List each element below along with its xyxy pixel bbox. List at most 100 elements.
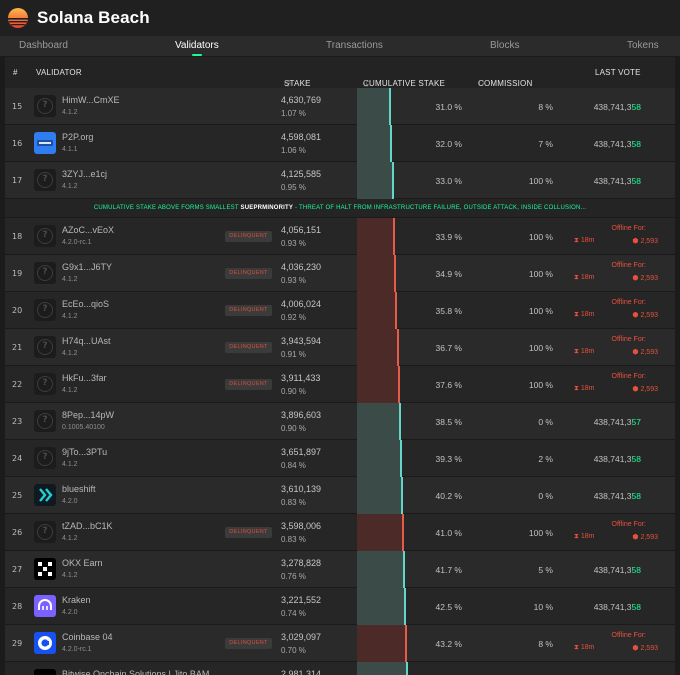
validator-name-link[interactable]: G9x1...J6TY [62, 262, 113, 272]
offline-slots: ⬢ 2,593 [632, 274, 658, 282]
avatar[interactable]: ? [34, 225, 56, 247]
last-vote-slot: 438,741,358 [594, 602, 641, 612]
stake-percent: 0.95 % [281, 183, 306, 192]
validator-name-link[interactable]: Coinbase 04 [62, 632, 113, 642]
stake-amount: 3,029,097 [281, 632, 322, 642]
cumulative-stake-bar [357, 162, 394, 199]
table-row[interactable]: 29 Coinbase 04 4.2.0-rc.1 DELINQUENT 3,029,0… [5, 625, 675, 662]
last-vote-slot: 438,741,358 [594, 491, 641, 501]
table-row[interactable]: 17? 3ZYJ...e1cj 4.1.2 4,125,585 0.95 % 33.0 %… [5, 162, 675, 199]
offline-status: Offline For: ⧗ 18m ⬢ 2,593 [574, 631, 658, 657]
avatar[interactable]: ? [34, 169, 56, 191]
stake-amount: 3,278,828 [281, 558, 322, 568]
offline-time-value: 18m [580, 385, 595, 392]
validator-name-link[interactable]: H74q...UAst [62, 336, 111, 346]
coinbase-logo-icon[interactable] [34, 632, 56, 654]
validator-version: 4.2.0 [62, 498, 78, 505]
table-row[interactable]: 27 OKX Earn 4.1.2 3,278,828 0.76 % 41.7 % 5 % 4… [5, 551, 675, 588]
okx-logo-icon[interactable] [34, 558, 56, 580]
header-validator[interactable]: VALIDATOR [36, 68, 82, 77]
validator-name-link[interactable]: EcEo...qioS [62, 299, 110, 309]
bitwise-logo-icon[interactable] [34, 669, 56, 675]
question-mark-icon: ? [37, 265, 53, 281]
app-title[interactable]: Solana Beach [37, 8, 150, 27]
table-row[interactable]: 23? 8Pep...14pW 0.1005.40100 3,896,603 0.90 … [5, 403, 675, 440]
validator-name-link[interactable]: tZAD...bC1K [62, 521, 113, 531]
table-row[interactable]: 26? tZAD...bC1K 4.1.2 DELINQUENT 3,598,006 0.… [5, 514, 675, 551]
offline-slots-value: 2,593 [640, 349, 658, 356]
offline-slots-value: 2,593 [640, 238, 658, 245]
validator-name-link[interactable]: Bitwise Onchain Solutions | Jito BAM [62, 669, 210, 675]
cumulative-stake-bar [357, 88, 391, 125]
table-row[interactable]: 22? HkFu...3far 4.1.2 DELINQUENT 3,911,433 0.… [5, 366, 675, 403]
row-rank: 18 [12, 232, 23, 241]
validators-table: # VALIDATOR STAKE ⓘ ↑↓ CUMULATIVE STAKE … [5, 57, 675, 675]
info-icon[interactable]: ⓘ [363, 81, 371, 88]
stake-amount: 3,896,603 [281, 410, 322, 420]
offline-slots: ⬢ 2,593 [632, 385, 658, 393]
commission-value: 8 % [538, 102, 553, 112]
row-rank: 22 [12, 380, 23, 389]
kraken-logo-icon[interactable] [34, 595, 56, 617]
offline-time: ⧗ 18m [574, 237, 594, 245]
table-row[interactable]: 28 Kraken 4.2.0 3,221,552 0.74 % 42.5 % 10 % 43… [5, 588, 675, 625]
table-row[interactable]: 20? EcEo...qioS 4.1.2 DELINQUENT 4,006,024 0.… [5, 292, 675, 329]
commission-value: 2 % [538, 454, 553, 464]
cumulative-stake-bar [357, 551, 406, 588]
validator-name-link[interactable]: P2P.org [62, 132, 94, 142]
validator-name-link[interactable]: blueshift [62, 484, 96, 494]
validator-name-link[interactable]: HimW...CmXE [62, 95, 120, 105]
tab-validators[interactable]: Validators [175, 40, 219, 56]
delinquent-badge: DELINQUENT [225, 527, 272, 538]
offline-slots-value: 2,593 [640, 645, 658, 652]
tab-blocks[interactable]: Blocks [490, 40, 520, 51]
offline-slots-value: 2,593 [640, 312, 658, 319]
table-row[interactable]: 16 P2P.org 4.1.1 4,598,081 1.06 % 32.0 % 7 % 43… [5, 125, 675, 162]
table-row[interactable]: 19? G9x1...J6TY 4.1.2 DELINQUENT 4,036,230 0.… [5, 255, 675, 292]
last-vote-suffix: 58 [631, 565, 641, 575]
validator-name-link[interactable]: 8Pep...14pW [62, 410, 115, 420]
tab-transactions[interactable]: Transactions [326, 40, 383, 51]
offline-status: Offline For: ⧗ 18m ⬢ 2,593 [574, 298, 658, 324]
validator-name-link[interactable]: OKX Earn [62, 558, 103, 568]
validator-name-link[interactable]: 9jTo...3PTu [62, 447, 108, 457]
cumulative-stake-value: 34.9 % [435, 269, 462, 279]
header-num: # [13, 68, 18, 77]
validator-name-link[interactable]: AZoC...vEoX [62, 225, 115, 235]
validator-version: 4.1.2 [62, 387, 78, 394]
stake-percent: 0.93 % [281, 276, 306, 285]
info-icon[interactable]: ⓘ [284, 81, 292, 88]
table-row[interactable]: 25 blueshift 4.2.0 3,610,139 0.83 % 40.2 % 0 %… [5, 477, 675, 514]
validator-version: 4.1.1 [62, 146, 78, 153]
avatar[interactable]: ? [34, 299, 56, 321]
p2p-logo-icon[interactable] [34, 132, 56, 154]
avatar[interactable]: ? [34, 95, 56, 117]
avatar[interactable]: ? [34, 336, 56, 358]
last-vote-suffix: 58 [631, 491, 641, 501]
header-stake-label: STAKE [284, 79, 311, 88]
header-last-vote[interactable]: LAST VOTE [595, 68, 641, 77]
cube-icon: ⬢ [632, 349, 641, 356]
table-row[interactable]: 21? H74q...UAst 4.1.2 DELINQUENT 3,943,594 0.… [5, 329, 675, 366]
avatar[interactable]: ? [34, 521, 56, 543]
table-row[interactable]: 18? AZoC...vEoX 4.2.0-rc.1 DELINQUENT 4,056,… [5, 218, 675, 255]
table-row[interactable]: 24? 9jTo...3PTu 4.1.2 3,651,897 0.84 % 39.3 %… [5, 440, 675, 477]
validator-version: 4.2.0-rc.1 [62, 239, 92, 246]
blueshift-logo-icon[interactable] [34, 484, 56, 506]
validator-name-link[interactable]: Kraken [62, 595, 91, 605]
tab-tokens[interactable]: Tokens [627, 40, 659, 51]
sort-arrows-icon[interactable]: ↑↓ [478, 79, 486, 86]
cumulative-stake-value: 39.3 % [435, 454, 462, 464]
sun-logo-icon[interactable] [7, 7, 29, 29]
avatar[interactable]: ? [34, 410, 56, 432]
validator-name-link[interactable]: HkFu...3far [62, 373, 107, 383]
validator-name-link[interactable]: 3ZYJ...e1cj [62, 169, 108, 179]
tab-dashboard[interactable]: Dashboard [19, 40, 68, 51]
sort-arrows-icon[interactable]: ↑↓ [284, 79, 292, 86]
avatar[interactable]: ? [34, 262, 56, 284]
avatar[interactable]: ? [34, 447, 56, 469]
validator-version: 4.1.2 [62, 276, 78, 283]
table-row[interactable]: 15? HimW...CmXE 4.1.2 4,630,769 1.07 % 31.0 %… [5, 88, 675, 125]
avatar[interactable]: ? [34, 373, 56, 395]
table-row[interactable]: 30Bitwise Onchain Solutions | Jito BAM2,… [5, 662, 675, 675]
